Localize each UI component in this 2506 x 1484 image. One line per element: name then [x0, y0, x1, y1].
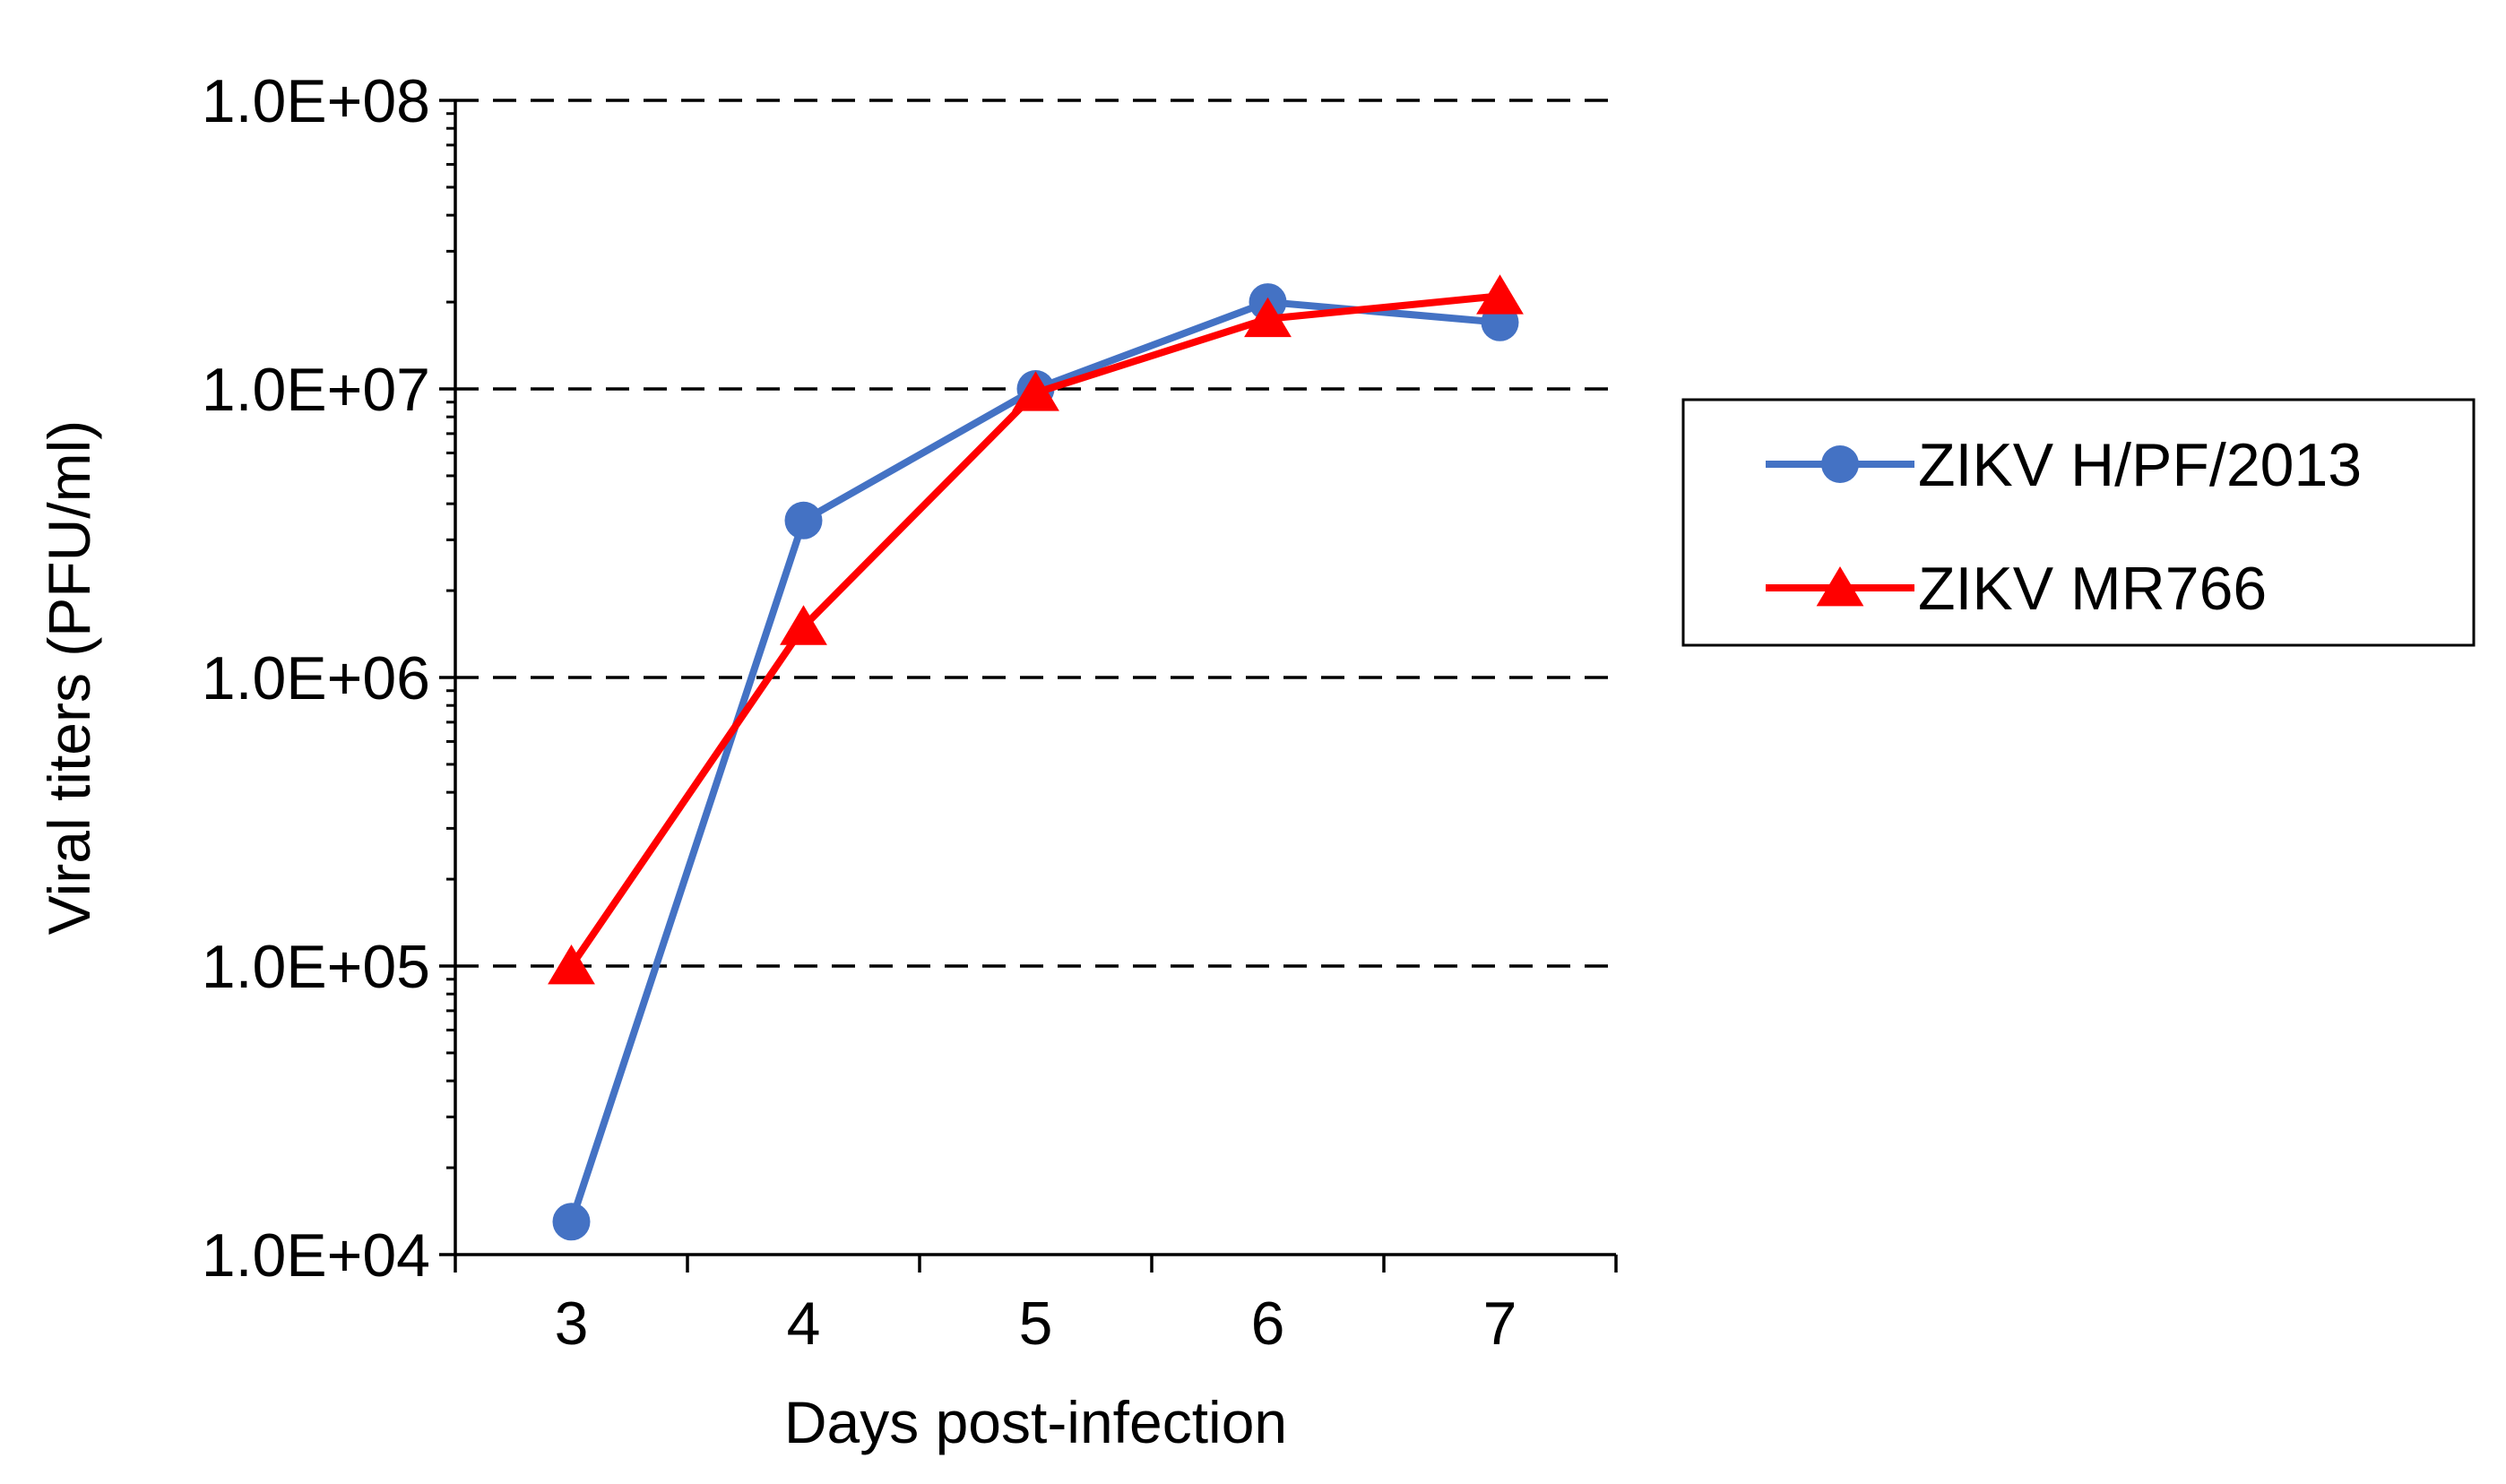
- x-axis-title: Days post-infection: [784, 1389, 1287, 1455]
- y-tick-label: 1.0E+07: [202, 356, 430, 424]
- legend-box: [1681, 398, 2476, 647]
- x-tick-label: 7: [1483, 1290, 1517, 1358]
- series-0: [552, 283, 1519, 1241]
- data-point: [784, 501, 823, 539]
- gridlines: [455, 99, 1616, 968]
- x-tick-label: 3: [555, 1290, 589, 1358]
- data-point: [1244, 297, 1292, 338]
- y-axis-title: Viral titers (PFU/ml): [36, 420, 102, 935]
- data-point: [552, 1203, 591, 1241]
- x-tick-label: 6: [1251, 1290, 1285, 1358]
- legend-marker: [1816, 566, 1864, 607]
- data-point: [1012, 371, 1059, 411]
- legend: ZIKV H/PF/2013 ZIKV MR766: [1681, 398, 2476, 647]
- x-tick-label: 5: [1019, 1290, 1053, 1358]
- y-tick-label: 1.0E+04: [202, 1221, 430, 1290]
- axes: 1.0E+04 1.0E+05 1.0E+06 1.0E+07 1.0E+08 3 4 5 6 7: [202, 67, 1618, 1358]
- y-tick-label: 1.0E+08: [202, 67, 430, 135]
- data-point: [548, 945, 595, 985]
- legend-marker: [1821, 445, 1859, 483]
- x-tick-label: 4: [787, 1290, 821, 1358]
- y-tick-label: 1.0E+06: [202, 644, 430, 712]
- data-point: [780, 605, 827, 645]
- legend-label: ZIKV H/PF/2013: [1918, 431, 2362, 499]
- series-layer: [548, 274, 1524, 1241]
- y-tick-label: 1.0E+05: [202, 933, 430, 1001]
- data-point: [1476, 274, 1524, 315]
- legend-label: ZIKV MR766: [1918, 555, 2267, 623]
- series-1: [548, 274, 1524, 985]
